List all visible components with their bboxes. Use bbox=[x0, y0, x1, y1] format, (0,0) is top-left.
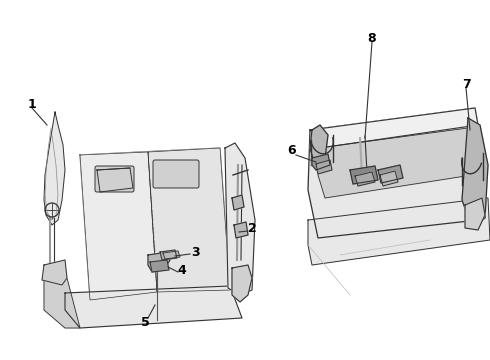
Polygon shape bbox=[465, 198, 485, 230]
Polygon shape bbox=[308, 108, 485, 238]
Polygon shape bbox=[310, 108, 478, 148]
Polygon shape bbox=[97, 168, 133, 192]
Polygon shape bbox=[44, 278, 80, 328]
Polygon shape bbox=[232, 195, 244, 210]
Polygon shape bbox=[316, 160, 332, 174]
Polygon shape bbox=[380, 171, 398, 186]
Text: 8: 8 bbox=[368, 31, 376, 45]
Polygon shape bbox=[163, 251, 180, 259]
FancyBboxPatch shape bbox=[153, 160, 199, 188]
Polygon shape bbox=[225, 143, 255, 295]
Polygon shape bbox=[310, 125, 328, 165]
Polygon shape bbox=[318, 128, 472, 198]
Polygon shape bbox=[232, 265, 252, 302]
Text: 1: 1 bbox=[27, 99, 36, 112]
Polygon shape bbox=[355, 172, 375, 186]
Polygon shape bbox=[234, 222, 248, 238]
Polygon shape bbox=[350, 166, 378, 184]
Polygon shape bbox=[42, 260, 67, 285]
Polygon shape bbox=[462, 118, 488, 228]
Text: 7: 7 bbox=[462, 77, 470, 90]
Polygon shape bbox=[150, 260, 169, 272]
Polygon shape bbox=[80, 148, 230, 300]
Polygon shape bbox=[80, 152, 157, 300]
Polygon shape bbox=[148, 148, 230, 292]
Polygon shape bbox=[148, 252, 170, 272]
Polygon shape bbox=[160, 250, 177, 260]
Polygon shape bbox=[44, 112, 65, 225]
Polygon shape bbox=[65, 286, 242, 328]
Polygon shape bbox=[312, 154, 330, 170]
Text: 5: 5 bbox=[141, 315, 149, 328]
Text: 4: 4 bbox=[178, 264, 186, 276]
Polygon shape bbox=[378, 165, 403, 183]
Text: 3: 3 bbox=[191, 246, 199, 258]
Text: 6: 6 bbox=[288, 144, 296, 157]
Text: 2: 2 bbox=[247, 221, 256, 234]
Polygon shape bbox=[308, 198, 490, 265]
FancyBboxPatch shape bbox=[95, 166, 134, 192]
